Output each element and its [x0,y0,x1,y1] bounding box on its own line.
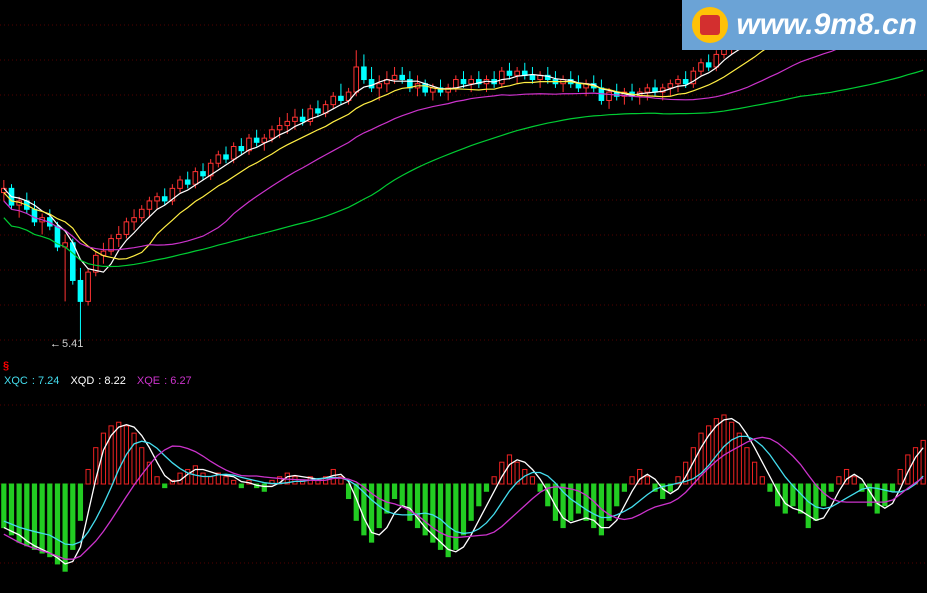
indicator-oscillator-chart[interactable] [0,375,927,593]
watermark-logo-icon [692,7,728,43]
low-marker-value: 5.41 [62,338,83,350]
watermark-text: www.9m8.cn [736,8,917,42]
indicator-label-xqe: XQE: 6.27 [137,375,196,387]
indicator-legend: XQC: 7.24 XQD: 8.22 XQE: 6.27 [4,375,200,387]
indicator-label-xqc: XQC: 7.24 [4,375,63,387]
indicator-label-xqd: XQD: 8.22 [70,375,129,387]
main-candlestick-chart[interactable] [0,0,927,360]
red-arrow-icon: § [3,360,9,372]
low-marker-arrow: ← [50,338,61,350]
watermark-banner: www.9m8.cn [682,0,927,50]
chart-container: www.9m8.cn ← 5.41 § XQC: 7.24 XQD: 8.22 … [0,0,927,593]
